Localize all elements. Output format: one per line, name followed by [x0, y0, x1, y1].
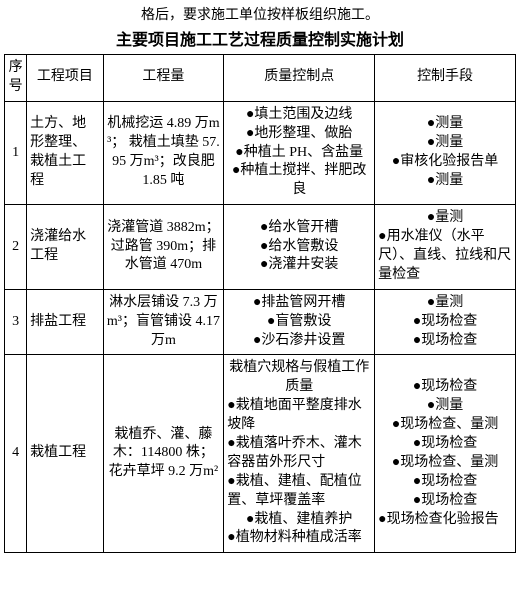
table-row: 4 栽植工程 栽植乔、灌、藤木：114800 株；花卉草坪 9.2 万m² 栽植… — [5, 355, 516, 553]
cell-qty: 机械挖运 4.89 万m³； 栽植土填垫 57.95 万m³；改良肥 1.85 … — [103, 101, 224, 204]
pre-caption: 格后，要求施工单位按样板组织施工。 — [4, 4, 516, 24]
cell-project: 排盐工程 — [27, 289, 103, 355]
cell-seq: 3 — [5, 289, 27, 355]
cell-control: ●量测 ●用水准仪（水平尺）、直线、拉线和尺量检查 — [375, 205, 516, 290]
header-seq: 序号 — [5, 55, 27, 102]
cell-project: 土方、地形整理、栽植土工程 — [27, 101, 103, 204]
cell-control: ●现场检查 ●测量 ●现场检查、量测 ●现场检查 ●现场检查、量测 ●现场检查 … — [375, 355, 516, 553]
table-row: 2 浇灌给水工程 浇灌管道 3882m；过路管 390m；排水管道 470m ●… — [5, 205, 516, 290]
cell-points: ●填土范围及边线 ●地形整理、做胎 ●种植土 PH、含盐量 ●种植土搅拌、拌肥改… — [224, 101, 375, 204]
cell-project: 浇灌给水工程 — [27, 205, 103, 290]
cell-seq: 4 — [5, 355, 27, 553]
header-qty: 工程量 — [103, 55, 224, 102]
cell-seq: 2 — [5, 205, 27, 290]
cell-points: 栽植穴规格与假植工作质量 ●栽植地面平整度排水坡降 ●栽植落叶乔木、灌木容器苗外… — [224, 355, 375, 553]
table-header-row: 序号 工程项目 工程量 质量控制点 控制手段 — [5, 55, 516, 102]
header-project: 工程项目 — [27, 55, 103, 102]
header-control: 控制手段 — [375, 55, 516, 102]
cell-control: ●测量 ●测量 ●审核化验报告单 ●测量 — [375, 101, 516, 204]
cell-control: ●量测 ●现场检查 ●现场检查 — [375, 289, 516, 355]
header-points: 质量控制点 — [224, 55, 375, 102]
cell-qty: 淋水层铺设 7.3 万m³；盲管铺设 4.17 万m — [103, 289, 224, 355]
table-row: 3 排盐工程 淋水层铺设 7.3 万m³；盲管铺设 4.17 万m ●排盐管网开… — [5, 289, 516, 355]
cell-project: 栽植工程 — [27, 355, 103, 553]
cell-points: ●给水管开槽 ●给水管敷设 ●浇灌井安装 — [224, 205, 375, 290]
plan-table: 序号 工程项目 工程量 质量控制点 控制手段 1 土方、地形整理、栽植土工程 机… — [4, 54, 516, 553]
table-row: 1 土方、地形整理、栽植土工程 机械挖运 4.89 万m³； 栽植土填垫 57.… — [5, 101, 516, 204]
cell-points: ●排盐管网开槽 ●盲管敷设 ●沙石渗井设置 — [224, 289, 375, 355]
cell-qty: 浇灌管道 3882m；过路管 390m；排水管道 470m — [103, 205, 224, 290]
table-caption: 主要项目施工工艺过程质量控制实施计划 — [4, 26, 516, 50]
cell-seq: 1 — [5, 101, 27, 204]
cell-qty: 栽植乔、灌、藤木：114800 株；花卉草坪 9.2 万m² — [103, 355, 224, 553]
